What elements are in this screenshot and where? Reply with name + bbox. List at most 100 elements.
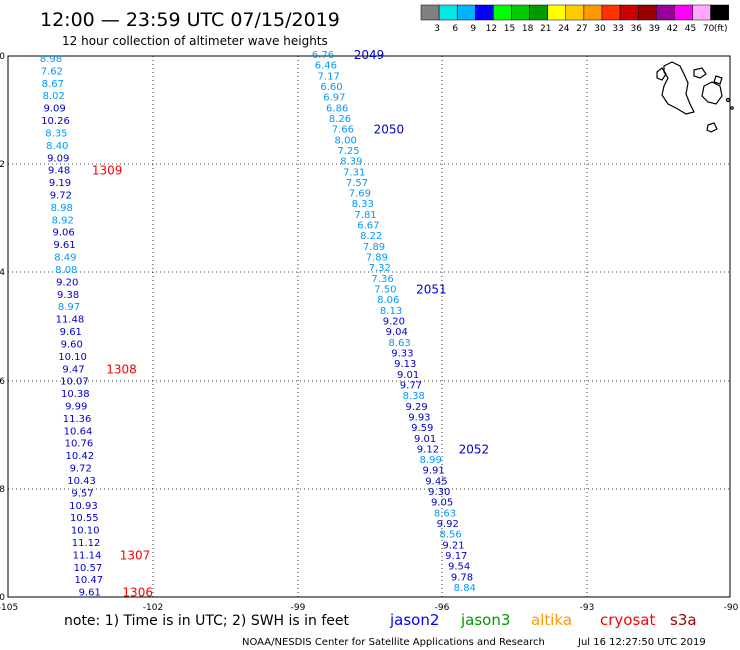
wave-height-value: 9.33 — [391, 348, 413, 359]
wave-height-value: 7.31 — [343, 167, 365, 178]
color-scale-label: 45 — [685, 24, 696, 34]
wave-height-value: 6.60 — [320, 82, 342, 93]
wave-height-value: 8.13 — [380, 306, 402, 317]
legend-entry-jason2: jason2 — [389, 611, 439, 629]
color-scale-label: 30 — [594, 24, 606, 34]
fernandina-island-outline — [656, 67, 667, 81]
wave-height-value: 9.21 — [442, 540, 464, 551]
wave-height-value: 8.22 — [360, 231, 382, 242]
wave-height-value: 6.67 — [357, 221, 379, 232]
longitude-tick-label: -99 — [291, 603, 306, 613]
wave-height-value: 10.07 — [60, 377, 89, 388]
wave-height-value: 9.78 — [451, 572, 473, 583]
wave-height-value: 7.50 — [374, 285, 396, 296]
wave-height-value: 10.42 — [65, 451, 94, 462]
color-scale-bar: 3 6 9 12 15 18 21 24 27 30 33 36 39 42 45 70 (ft) — [420, 4, 729, 34]
wave-height-value: 9.92 — [437, 519, 459, 530]
wave-height-value: 9.60 — [61, 339, 83, 350]
wave-height-value: 6.86 — [326, 103, 348, 114]
wave-height-value: 9.61 — [60, 327, 82, 338]
wave-height-value: 9.72 — [50, 191, 72, 202]
pass-number-label: 2051 — [416, 283, 447, 297]
pass-number-label: 1308 — [106, 362, 137, 376]
legend-entry-altika: altika — [531, 611, 572, 629]
islet-marker — [725, 97, 731, 103]
wave-height-value: 8.00 — [335, 135, 357, 146]
wave-height-value: 11.36 — [63, 414, 92, 425]
longitude-tick-label: -105 — [0, 603, 18, 613]
floreana-island-outline — [706, 122, 718, 133]
wave-height-value: 9.20 — [383, 317, 405, 328]
wave-height-value: 8.33 — [352, 199, 374, 210]
color-scale-label: 27 — [576, 24, 587, 34]
wave-height-value: 9.20 — [56, 277, 78, 288]
wave-height-value: 10.64 — [64, 426, 93, 437]
color-swatch — [601, 4, 621, 21]
isabela-island-outline — [661, 61, 695, 115]
color-swatch — [692, 4, 711, 21]
color-scale-label: 6 — [452, 24, 458, 34]
color-scale-label: 12 — [486, 24, 497, 34]
latitude-tick-label: -2 — [0, 160, 5, 170]
wave-height-value: 9.91 — [422, 466, 444, 477]
wave-height-value: 10.38 — [61, 389, 90, 400]
color-scale-label: 39 — [649, 24, 661, 34]
wave-height-value: 8.99 — [420, 455, 442, 466]
wave-height-value: 7.69 — [349, 189, 371, 200]
wave-height-value: 9.29 — [405, 402, 427, 413]
color-scale-label: (ft) — [714, 24, 728, 34]
pass-number-label: 2052 — [459, 442, 490, 456]
wave-height-value: 9.47 — [62, 364, 84, 375]
wave-height-value: 10.26 — [41, 116, 70, 127]
wave-height-value: 9.93 — [408, 412, 430, 423]
color-swatch — [475, 4, 494, 21]
wave-height-value: 8.56 — [439, 530, 461, 541]
wave-height-value: 9.59 — [411, 423, 433, 434]
wave-height-value: 8.63 — [388, 338, 410, 349]
wave-height-value: 10.47 — [74, 575, 103, 586]
wave-height-value: 9.12 — [417, 444, 439, 455]
wave-height-value: 10.55 — [70, 513, 99, 524]
wave-height-value: 8.40 — [46, 141, 68, 152]
latitude-tick-label: -4 — [0, 268, 5, 278]
pass-number-label: 2050 — [374, 123, 405, 137]
wave-height-value: 11.48 — [56, 315, 85, 326]
wave-height-value: 7.57 — [346, 178, 368, 189]
wave-height-value: 8.38 — [403, 391, 425, 402]
wave-height-value: 10.43 — [67, 476, 96, 487]
wave-height-value: 7.36 — [371, 274, 393, 285]
wave-height-value: 9.38 — [57, 290, 79, 301]
wave-height-value: 9.54 — [448, 562, 470, 573]
altimeter-tracks: 8.987.628.678.029.0910.268.358.409.099.4… — [40, 48, 489, 600]
longitude-tick-label: -93 — [580, 603, 595, 613]
wave-height-value: 11.14 — [73, 550, 102, 561]
wave-height-value: 8.98 — [51, 203, 73, 214]
wave-height-value: 9.45 — [425, 476, 447, 487]
color-swatch — [565, 4, 585, 21]
wave-height-value: 6.97 — [323, 93, 345, 104]
wave-height-value: 9.48 — [48, 166, 70, 177]
footer-timestamp: Jul 16 12:27:50 UTC 2019 — [577, 637, 706, 648]
wave-height-value: 9.04 — [386, 327, 408, 338]
wave-height-value: 8.92 — [52, 215, 74, 226]
wave-height-value: 8.39 — [340, 157, 362, 168]
wave-height-value: 8.97 — [58, 302, 80, 313]
page-subtitle: 12 hour collection of altimeter wave hei… — [62, 34, 328, 48]
color-swatch — [656, 4, 675, 21]
wave-height-value: 9.61 — [53, 240, 75, 251]
san-cristobal-island-outline — [713, 75, 723, 85]
color-swatch — [420, 4, 440, 21]
color-swatch — [674, 4, 693, 21]
wave-height-value: 8.63 — [434, 508, 456, 519]
santa-cruz-island-outline — [701, 81, 723, 105]
galapagos-islands — [656, 61, 734, 133]
lat-lon-grid — [8, 56, 731, 597]
latitude-tick-label: 0 — [0, 52, 5, 62]
color-scale-label: 15 — [504, 24, 515, 34]
page-title: 12:00 — 23:59 UTC 07/15/2019 — [40, 9, 340, 31]
longitude-tick-label: -96 — [435, 603, 450, 613]
map-frame — [7, 55, 731, 598]
color-scale-label: 3 — [434, 24, 440, 34]
wave-height-value: 10.10 — [58, 352, 87, 363]
